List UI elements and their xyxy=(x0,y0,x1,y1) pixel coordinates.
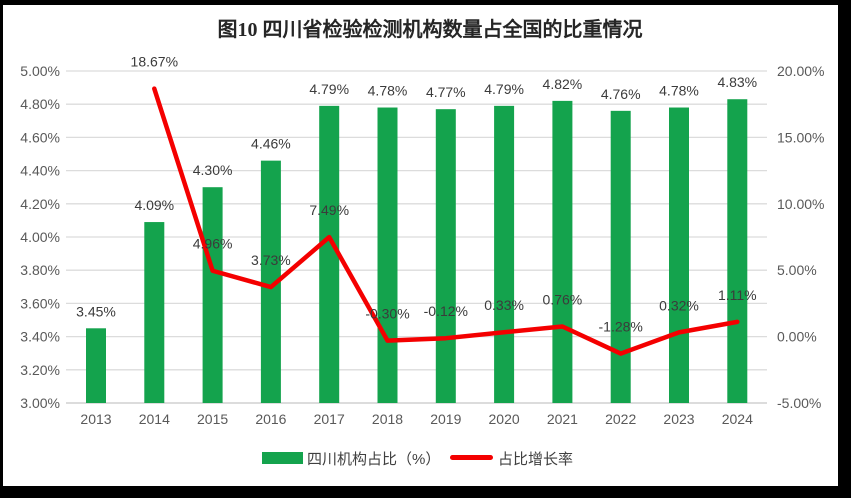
right-axis-tick: 15.00% xyxy=(777,129,824,145)
left-axis-tick: 3.20% xyxy=(20,362,60,378)
bar xyxy=(552,100,573,403)
line-series xyxy=(152,86,740,356)
x-axis-label: 2013 xyxy=(80,411,111,427)
x-axis-label: 2022 xyxy=(605,411,636,427)
left-axis-tick: 4.60% xyxy=(20,129,60,145)
bar-value-label: 4.76% xyxy=(601,86,641,102)
right-axis-tick: 5.00% xyxy=(777,262,817,278)
right-axis-tick: 0.00% xyxy=(777,329,817,345)
bar xyxy=(144,222,165,403)
right-axis-tick: 10.00% xyxy=(777,196,824,212)
right-axis-tick: 20.00% xyxy=(777,63,824,79)
line-value-label: 3.73% xyxy=(251,252,291,268)
x-axis-label: 2018 xyxy=(372,411,403,427)
x-axis-label: 2015 xyxy=(197,411,228,427)
legend-bar-label: 四川机构占比（%） xyxy=(307,451,440,468)
bar xyxy=(727,99,748,403)
frame-right-border xyxy=(838,0,851,498)
bar-value-label: 3.45% xyxy=(76,303,116,319)
bar-value-label: 4.79% xyxy=(484,81,524,97)
bar xyxy=(377,107,398,404)
bar xyxy=(669,107,689,404)
bar-value-label: 4.78% xyxy=(368,83,408,99)
x-axis-label: 2017 xyxy=(314,411,345,427)
frame-left-border xyxy=(0,0,3,498)
frame-top-border xyxy=(0,0,851,5)
line-value-label: 0.33% xyxy=(484,297,524,313)
x-axis-label: 2016 xyxy=(255,411,286,427)
line-value-label: 0.32% xyxy=(659,297,699,313)
bar-value-label: 4.77% xyxy=(426,84,466,100)
legend-bar-swatch-icon xyxy=(262,452,303,464)
line-value-label: 1.11% xyxy=(718,287,757,303)
bar xyxy=(610,110,631,403)
chart-title: 图10 四川省检验检测机构数量占全国的比重情况 xyxy=(218,17,643,41)
left-axis-tick: 3.60% xyxy=(20,295,60,311)
left-axis-tick: 5.00% xyxy=(20,63,60,79)
line-value-label: 18.67% xyxy=(131,54,178,70)
legend-line-label: 占比增长率 xyxy=(498,451,573,468)
x-axis-label: 2023 xyxy=(663,411,694,427)
bar-series xyxy=(86,99,748,404)
right-axis-tick: -5.00% xyxy=(777,395,821,411)
bar-value-label: 4.83% xyxy=(717,74,757,90)
bar xyxy=(435,109,456,404)
data-labels: 3.45% 4.09% 4.30% 4.46% 4.79% 4.78% 4.77% 4.79%… xyxy=(76,54,757,335)
x-axis-label: 2020 xyxy=(489,411,520,427)
bar-value-label: 4.46% xyxy=(251,136,291,152)
growth-rate-line xyxy=(152,86,740,356)
frame-bottom-border xyxy=(0,486,851,498)
x-axis-label: 2024 xyxy=(722,411,753,427)
line-value-label: 7.49% xyxy=(309,202,349,218)
left-axis-tick: 4.20% xyxy=(20,196,60,212)
left-axis-tick: 3.00% xyxy=(20,395,60,411)
left-axis-tick: 3.80% xyxy=(20,262,60,278)
line-value-label: -1.28% xyxy=(599,319,643,335)
bar-value-label: 4.30% xyxy=(193,162,233,178)
bar-value-label: 4.82% xyxy=(543,76,583,92)
legend-line-swatch-icon xyxy=(450,455,493,460)
bar xyxy=(86,328,106,403)
x-axis-label: 2021 xyxy=(547,411,578,427)
legend: 四川机构占比（%） 占比增长率 xyxy=(262,451,573,468)
line-value-label: 4.96% xyxy=(193,236,233,252)
bar-value-label: 4.79% xyxy=(309,81,349,97)
bar-value-label: 4.09% xyxy=(134,197,174,213)
line-value-label: 0.76% xyxy=(543,292,583,308)
bar xyxy=(202,187,223,403)
x-axis-labels: 2013 2014 2015 2016 2017 2018 2019 2020 2021 2022… xyxy=(80,411,753,427)
bar xyxy=(319,105,340,404)
bar-value-label: 4.78% xyxy=(659,83,699,99)
bar xyxy=(260,160,281,403)
gridlines xyxy=(66,70,767,404)
left-axis-tick: 3.40% xyxy=(20,329,60,345)
line-value-label: -0.30% xyxy=(365,306,409,322)
left-axis-tick: 4.40% xyxy=(20,163,60,179)
left-axis-ticks: 5.00% 4.80% 4.60% 4.40% 4.20% 4.00% 3.80% 3.60%… xyxy=(20,63,60,411)
bar xyxy=(494,105,515,404)
x-axis-label: 2019 xyxy=(430,411,461,427)
right-axis-ticks: 20.00% 15.00% 10.00% 5.00% 0.00% -5.00% xyxy=(777,63,824,411)
line-value-label: -0.12% xyxy=(424,303,468,319)
left-axis-tick: 4.00% xyxy=(20,229,60,245)
x-axis-label: 2014 xyxy=(139,411,170,427)
left-axis-tick: 4.80% xyxy=(20,96,60,112)
